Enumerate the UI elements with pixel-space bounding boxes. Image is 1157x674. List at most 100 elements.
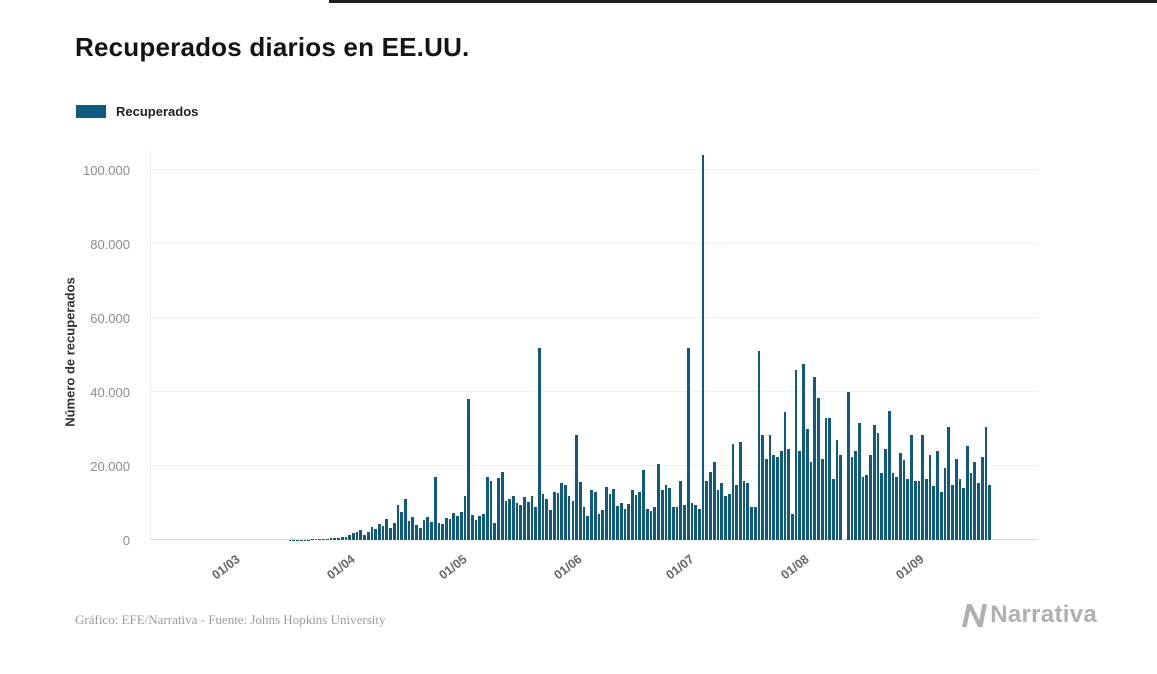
bar: [988, 484, 992, 540]
bar: [805, 429, 810, 540]
bar: [467, 399, 472, 540]
bar: [753, 507, 758, 540]
bar: [850, 456, 855, 540]
bar: [965, 445, 970, 540]
bar: [511, 495, 516, 540]
bar: [631, 490, 635, 540]
bar: [493, 523, 498, 540]
chart-title: Recuperados diarios en EE.UU.: [75, 32, 470, 62]
bar: [366, 531, 371, 540]
bar: [977, 482, 981, 540]
bar: [660, 490, 665, 540]
gridline: [151, 317, 1038, 318]
legend-swatch: [76, 105, 106, 118]
bar: [709, 471, 713, 540]
bar: [958, 478, 963, 540]
bar: [325, 538, 330, 540]
bar: [578, 481, 583, 540]
bar: [772, 454, 777, 540]
bar: [716, 490, 721, 540]
bar: [675, 507, 680, 540]
bar: [884, 449, 888, 540]
bar: [779, 451, 784, 540]
bar: [404, 499, 408, 540]
bar: [534, 506, 538, 540]
bar: [433, 477, 438, 540]
bar: [355, 532, 360, 540]
gridline: [151, 391, 1038, 392]
x-tick-label: 01/04: [324, 552, 358, 583]
bar: [820, 458, 825, 540]
bar: [746, 482, 751, 540]
bar: [418, 527, 423, 540]
bar: [921, 434, 925, 540]
bar: [898, 453, 903, 540]
bar: [329, 538, 334, 540]
bar: [478, 515, 483, 540]
bar: [880, 473, 885, 540]
bar: [489, 480, 494, 540]
bar: [575, 434, 579, 540]
bar: [865, 475, 870, 540]
bar: [504, 501, 509, 540]
bar: [694, 504, 699, 540]
bar: [340, 537, 345, 540]
bar: [664, 484, 669, 540]
bar: [798, 451, 803, 540]
bar: [817, 397, 821, 540]
bar: [497, 477, 501, 540]
bar: [623, 509, 628, 540]
bar: [571, 501, 576, 540]
bar: [902, 460, 907, 540]
bar: [939, 491, 944, 540]
bar: [724, 495, 728, 540]
bar: [727, 493, 732, 540]
bar: [590, 489, 594, 540]
bar: [459, 512, 464, 540]
y-axis-ticks: 0 20.000 40.000 60.000 80.000 100.000: [0, 150, 140, 548]
bar: [545, 499, 550, 540]
bar: [582, 506, 587, 540]
bar: [593, 491, 598, 540]
bar: [951, 484, 955, 540]
bar: [541, 493, 546, 540]
bar: [456, 515, 460, 540]
bar: [452, 513, 457, 540]
x-tick-label: 01/03: [209, 552, 243, 583]
bar: [954, 458, 959, 540]
bar: [415, 525, 419, 540]
bar: [560, 482, 565, 540]
bar: [876, 432, 881, 540]
bar: [809, 462, 814, 540]
bar: [337, 537, 341, 540]
bar: [932, 486, 937, 540]
bar: [813, 377, 818, 540]
bar: [619, 503, 624, 540]
bar: [712, 462, 717, 540]
legend: Recuperados: [76, 104, 198, 119]
bar: [601, 510, 605, 540]
bar: [604, 487, 609, 540]
bar: [385, 518, 390, 540]
y-tick-label: 100.000: [83, 163, 130, 178]
bar: [552, 491, 557, 540]
bar: [984, 427, 989, 540]
bar: [645, 508, 650, 540]
bar: [441, 524, 445, 540]
bar: [526, 502, 531, 540]
bar: [858, 423, 862, 540]
bar: [430, 521, 434, 540]
gridline: [151, 243, 1038, 244]
bar: [549, 510, 553, 540]
bar: [538, 347, 542, 540]
bar: [861, 477, 866, 540]
bar: [556, 492, 561, 540]
bar: [485, 477, 490, 540]
bar: [869, 454, 873, 540]
bar: [854, 451, 859, 540]
bar: [735, 484, 739, 540]
narrativa-logo-text: Narrativa: [990, 601, 1097, 628]
narrativa-logo: Narrativa: [962, 601, 1097, 629]
y-tick-label: 60.000: [90, 311, 130, 326]
